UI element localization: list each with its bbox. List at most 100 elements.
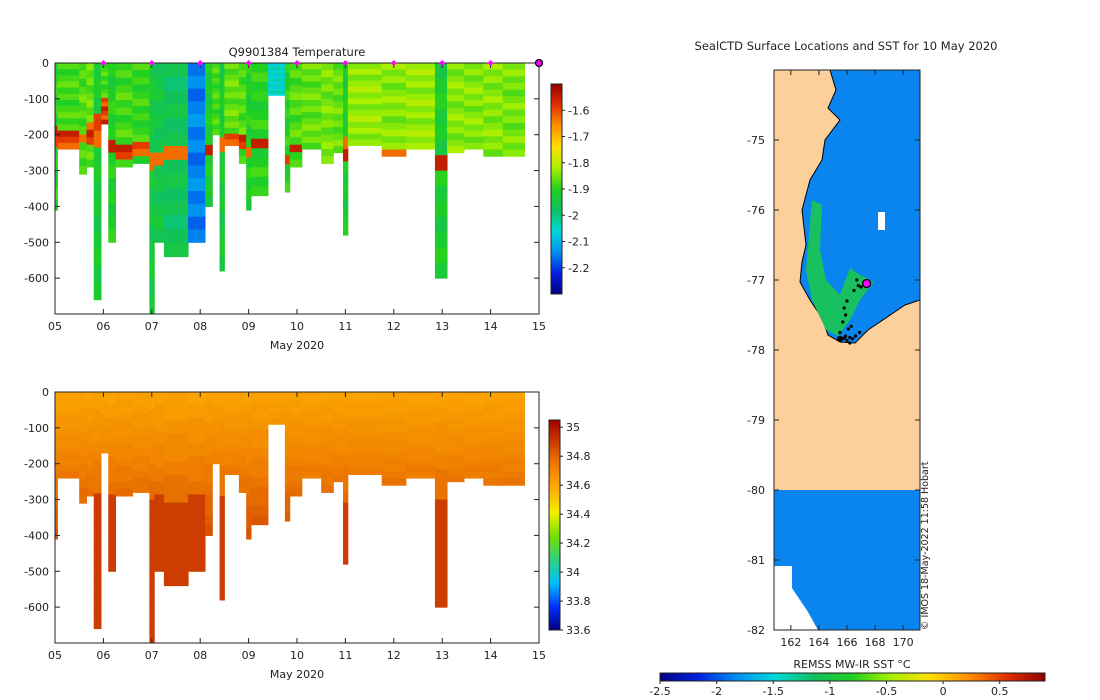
t-profile-cell — [132, 77, 150, 86]
t-profile-cell — [301, 130, 322, 138]
t-profile-cell — [57, 106, 80, 113]
t-profile-cell — [463, 112, 484, 119]
s-profile-cell — [108, 404, 116, 419]
s-profile-cell — [347, 415, 383, 422]
t-profile-cell — [219, 196, 225, 213]
t-profile-cell — [405, 118, 436, 125]
t-profile-cell — [447, 82, 465, 90]
t-profile-cell — [289, 63, 303, 71]
t-profile-cell — [483, 63, 504, 71]
s-profile-cell — [205, 525, 213, 536]
t-profile-cell — [502, 89, 525, 97]
s-profile-cell — [100, 405, 109, 410]
s-profile-cell — [93, 527, 102, 545]
t-profile-cell — [149, 296, 155, 315]
s-profile-cell — [149, 535, 155, 554]
s-profile-cell — [405, 441, 436, 448]
s-profile-cell — [251, 410, 269, 421]
s-profile-cell — [463, 416, 484, 424]
s-profile-cell — [86, 392, 95, 400]
s-profile-cell — [188, 468, 206, 483]
colorbar-tick-label: -1.9 — [568, 183, 589, 196]
t-profile-cell — [205, 155, 213, 166]
y-tick-label: -500 — [24, 565, 49, 578]
t-profile-cell — [301, 142, 322, 150]
t-profile-cell — [57, 112, 80, 119]
track-point — [853, 334, 858, 338]
x-tick-label: 15 — [532, 320, 546, 333]
s-profile-cell — [238, 456, 247, 465]
s-profile-cell — [55, 434, 58, 446]
t-profile-cell — [284, 90, 291, 101]
t-profile-cell — [55, 168, 58, 180]
x-tick-label: 11 — [338, 649, 352, 662]
temperature-markers — [100, 58, 544, 68]
s-profile-cell — [93, 408, 102, 427]
s-profile-cell — [238, 478, 247, 486]
t-profile-cell — [463, 81, 484, 89]
s-profile-cell — [93, 544, 102, 562]
s-profile-cell — [434, 591, 448, 608]
y-tick-label: -300 — [24, 494, 49, 507]
colorbar-tick-label: -2.2 — [568, 262, 589, 275]
s-profile-cell — [115, 436, 133, 445]
t-profile-cell — [434, 170, 448, 187]
x-tick-label: 14 — [484, 649, 498, 662]
t-profile-cell — [108, 139, 116, 154]
t-profile-cell — [463, 136, 484, 144]
t-profile-cell — [79, 142, 87, 151]
s-profile-cell — [57, 447, 80, 454]
track-point — [858, 330, 862, 335]
t-profile-cell — [251, 63, 269, 73]
s-profile-cell — [79, 415, 87, 425]
salinity-y-ticks: 0 -100 -200 -300 -400 -500 -600 — [24, 386, 539, 614]
t-profile-cell — [284, 155, 291, 165]
t-profile-cell — [86, 152, 95, 161]
map-x-tick-label: 170 — [893, 636, 914, 649]
s-profile-cell — [93, 459, 102, 478]
t-profile-cell — [434, 93, 448, 110]
t-profile-cell — [381, 76, 407, 84]
t-profile-cell — [79, 102, 87, 112]
t-profile-cell — [301, 69, 322, 76]
s-profile-cell — [463, 422, 484, 430]
s-profile-cell — [154, 545, 165, 559]
t-profile-cell — [212, 129, 221, 136]
t-profile-cell — [108, 88, 116, 102]
s-profile-cell — [251, 496, 269, 507]
s-profile-cell — [149, 553, 155, 572]
s-profile-cell — [224, 456, 240, 464]
t-profile-cell — [86, 144, 95, 153]
t-profile-cell — [289, 77, 303, 86]
s-profile-cell — [79, 439, 87, 449]
track-point — [851, 337, 855, 341]
s-profile-cell — [108, 507, 116, 521]
t-profile-cell — [405, 106, 436, 113]
y-tick-label: -600 — [24, 272, 49, 285]
t-profile-cell — [79, 63, 87, 72]
t-profile-cell — [434, 185, 448, 202]
sst-map-panel: SealCTD Surface Locations and SST for 10… — [649, 39, 1046, 698]
t-profile-cell — [154, 191, 165, 205]
t-profile-cell — [381, 82, 407, 91]
t-profile-cell — [163, 145, 189, 161]
t-profile-cell — [132, 98, 150, 107]
t-profile-cell — [100, 80, 109, 86]
s-profile-cell — [219, 570, 225, 586]
t-profile-cell — [57, 93, 80, 101]
s-profile-cell — [342, 428, 349, 442]
t-profile-cell — [224, 68, 240, 76]
t-profile-cell — [115, 92, 133, 101]
s-profile-cell — [79, 463, 87, 472]
sst-colorbar-tick-label: -1 — [824, 685, 835, 698]
s-profile-cell — [57, 422, 80, 430]
t-profile-cell — [405, 142, 436, 150]
t-profile-cell — [405, 130, 436, 138]
t-profile-cell — [502, 69, 525, 77]
s-profile-cell — [55, 444, 58, 456]
s-profile-cell — [483, 425, 504, 433]
t-profile-cell — [100, 63, 109, 68]
s-profile-cell — [57, 465, 80, 473]
s-profile-cell — [301, 447, 322, 454]
s-profile-cell — [149, 463, 155, 483]
